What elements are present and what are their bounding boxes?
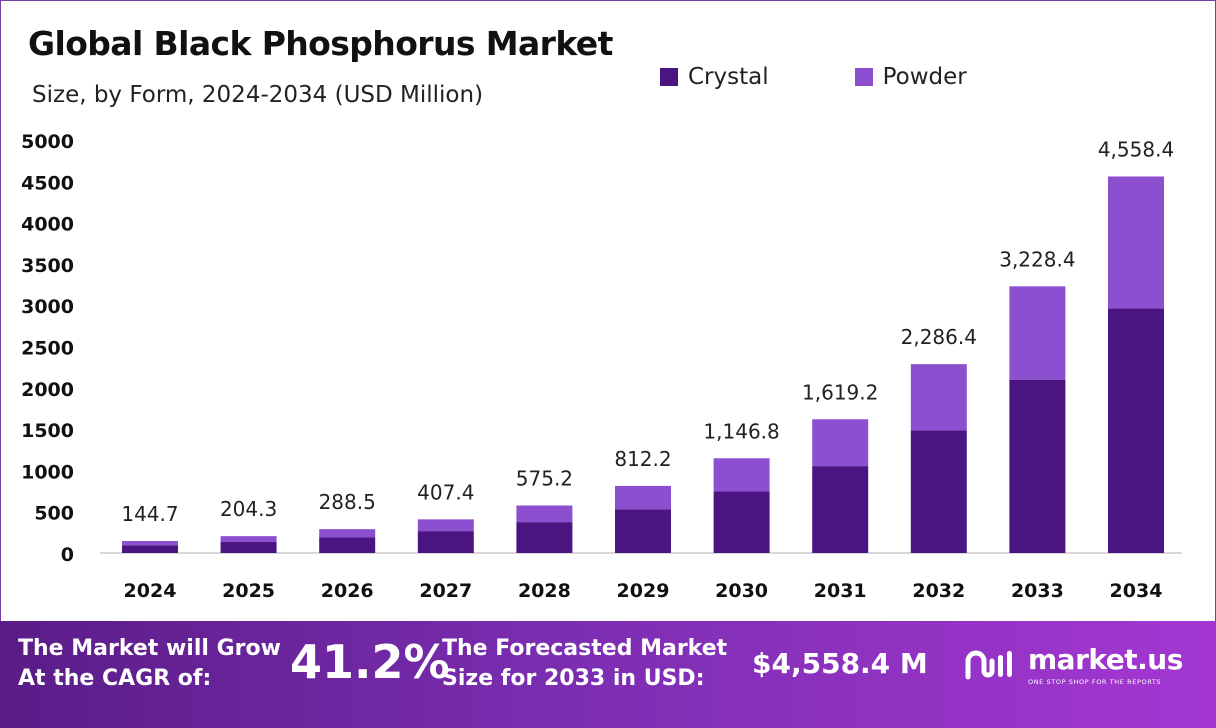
y-tick-label: 4500 [21, 172, 74, 194]
x-tick-label: 2030 [715, 580, 768, 602]
legend-label-powder: Powder [882, 64, 967, 90]
footer-banner: The Market will Grow At the CAGR of: 41.… [0, 621, 1216, 728]
brand-tagline: ONE STOP SHOP FOR THE REPORTS [1028, 678, 1162, 686]
x-tick-label: 2028 [518, 580, 571, 602]
y-tick-label: 2000 [21, 379, 74, 401]
bar-crystal [220, 542, 277, 553]
y-tick-label: 4000 [21, 214, 74, 236]
y-tick-label: 2500 [21, 338, 74, 360]
legend-label-crystal: Crystal [688, 64, 769, 90]
bar-total-label: 1,619.2 [802, 380, 878, 404]
forecast-caption-line2: Size for 2033 in USD: [442, 666, 705, 691]
cagr-value: 41.2% [290, 635, 450, 689]
bar-crystal [417, 531, 474, 553]
y-tick-label: 500 [34, 503, 74, 525]
bar-powder [713, 458, 770, 492]
bar-powder [220, 536, 277, 543]
bar-crystal [812, 466, 869, 553]
y-tick-label: 5000 [21, 131, 74, 153]
legend-item-powder: Powder [854, 64, 967, 90]
x-tick-label: 2029 [617, 580, 670, 602]
bar-total-label: 144.7 [121, 502, 178, 526]
market-us-logo-icon [965, 650, 1012, 679]
bar-powder [319, 529, 376, 538]
y-tick-label: 1500 [21, 420, 74, 442]
cagr-caption: The Market will Grow At the CAGR of: [18, 634, 281, 694]
brand[interactable]: market.us ONE STOP SHOP FOR THE REPORTS [964, 643, 1183, 686]
y-tick-label: 3000 [21, 296, 74, 318]
x-tick-label: 2024 [124, 580, 177, 602]
x-tick-label: 2026 [321, 580, 374, 602]
bar-powder [122, 541, 178, 546]
bar-crystal [1108, 308, 1164, 553]
bar-crystal [122, 545, 178, 553]
bar-total-label: 575.2 [516, 466, 573, 490]
y-tick-label: 0 [61, 544, 74, 566]
y-tick-label: 3500 [21, 255, 74, 277]
bar-chart: 0 500 1000 1500 2000 2500 3000 3500 4000 4500 5000… [21, 131, 1182, 602]
x-tick-label: 2032 [912, 580, 965, 602]
x-tick-label: 2025 [222, 580, 275, 602]
legend-swatch-crystal [660, 68, 678, 86]
forecast-value: $4,558.4 M [752, 647, 928, 680]
bar-total-label: 288.5 [319, 490, 376, 514]
x-tick-label: 2027 [419, 580, 472, 602]
cagr-caption-line1: The Market will Grow [18, 636, 281, 661]
chart-subtitle: Size, by Form, 2024-2034 (USD Million) [32, 82, 484, 108]
bar-total-label: 1,146.8 [703, 419, 779, 443]
bar-crystal [319, 537, 376, 553]
forecast-caption: The Forecasted Market Size for 2033 in U… [442, 634, 727, 694]
bar-powder [1108, 176, 1164, 309]
x-tick-label: 2031 [814, 580, 867, 602]
bar-total-label: 4,558.4 [1098, 137, 1174, 161]
bar-powder [812, 419, 869, 467]
forecast-caption-line1: The Forecasted Market [442, 636, 728, 661]
bar-total-label: 407.4 [417, 480, 474, 504]
legend: Crystal Powder [660, 64, 1053, 90]
bar-powder [910, 364, 967, 431]
bar-powder [516, 505, 573, 523]
chart-title: Global Black Phosphorus Market [28, 24, 613, 63]
bar-total-label: 2,286.4 [901, 325, 977, 349]
legend-swatch-powder [854, 68, 873, 86]
brand-name: market.us [1028, 643, 1183, 676]
bar-crystal [713, 491, 770, 553]
bar-powder [417, 519, 474, 532]
bar-crystal [516, 522, 573, 553]
legend-item-crystal: Crystal [660, 64, 769, 90]
bar-powder [615, 485, 671, 510]
y-tick-label: 1000 [21, 461, 74, 483]
bar-total-label: 812.2 [614, 447, 671, 471]
x-tick-label: 2033 [1011, 580, 1064, 602]
cagr-caption-line2: At the CAGR of: [18, 666, 212, 691]
bar-powder [1009, 286, 1066, 380]
bar-total-label: 204.3 [220, 497, 277, 521]
bar-crystal [615, 509, 671, 553]
x-tick-label: 2034 [1110, 580, 1163, 602]
bar-crystal [910, 430, 967, 553]
bar-total-label: 3,228.4 [999, 247, 1075, 271]
bar-crystal [1009, 379, 1066, 553]
